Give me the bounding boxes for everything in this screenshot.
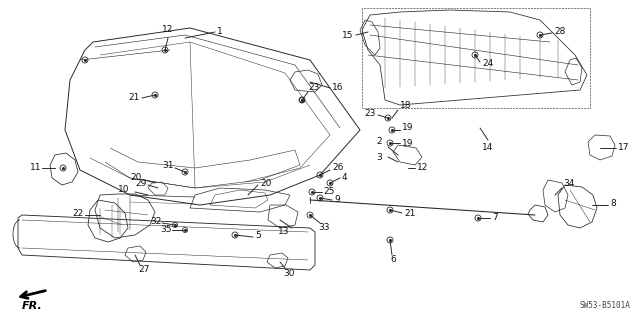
Text: 5: 5 — [255, 232, 260, 241]
Text: 14: 14 — [482, 144, 493, 152]
Text: FR.: FR. — [22, 301, 42, 311]
Text: 29: 29 — [135, 179, 147, 188]
Text: 30: 30 — [283, 269, 294, 278]
Text: 16: 16 — [332, 83, 344, 92]
Text: 18: 18 — [400, 101, 412, 110]
Text: 33: 33 — [318, 224, 330, 233]
Text: 24: 24 — [482, 60, 493, 69]
Text: 28: 28 — [554, 27, 565, 36]
Text: 27: 27 — [138, 265, 149, 275]
Text: 6: 6 — [390, 256, 396, 264]
Text: 12: 12 — [162, 26, 173, 34]
Text: 23: 23 — [308, 83, 319, 92]
Text: 15: 15 — [342, 31, 353, 40]
Text: 25: 25 — [323, 187, 334, 196]
Text: 7: 7 — [492, 213, 498, 222]
Text: 22: 22 — [72, 209, 83, 218]
Text: 3: 3 — [376, 152, 381, 161]
Text: 8: 8 — [610, 199, 616, 209]
Text: 19: 19 — [402, 138, 413, 147]
Text: 23: 23 — [364, 109, 376, 118]
Text: 9: 9 — [334, 196, 340, 204]
Text: 21: 21 — [404, 209, 415, 218]
Text: 2: 2 — [376, 137, 381, 146]
Text: SW53-B5101A: SW53-B5101A — [579, 301, 630, 310]
Text: 20: 20 — [130, 174, 141, 182]
Text: 13: 13 — [278, 227, 289, 236]
Text: 19: 19 — [402, 123, 413, 132]
Text: 32: 32 — [150, 217, 161, 226]
Text: 12: 12 — [417, 164, 428, 173]
Text: 26: 26 — [332, 164, 344, 173]
Text: 4: 4 — [342, 173, 348, 182]
Text: 20: 20 — [260, 179, 271, 188]
Text: 34: 34 — [563, 180, 574, 189]
Text: 1: 1 — [217, 26, 223, 35]
Text: 35: 35 — [160, 226, 172, 234]
Text: 10: 10 — [118, 186, 129, 195]
Text: 21: 21 — [128, 93, 140, 102]
Text: 17: 17 — [618, 143, 630, 152]
Text: 31: 31 — [162, 161, 173, 170]
Text: 11: 11 — [30, 164, 42, 173]
